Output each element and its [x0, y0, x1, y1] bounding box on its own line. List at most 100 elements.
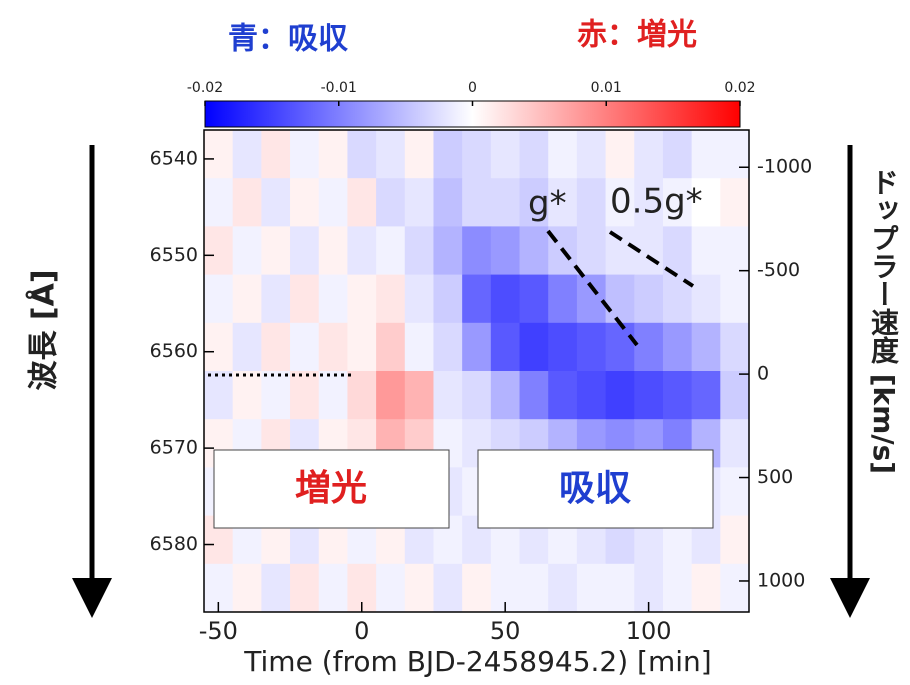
y-tick-label: 6580: [150, 533, 198, 555]
legend-blue: 青：吸収: [228, 22, 349, 57]
heat-cell: [490, 274, 521, 324]
heat-cell: [720, 130, 750, 179]
heat-cell: [576, 226, 607, 276]
heat-cell: [318, 274, 348, 324]
y-tick-label: 6560: [150, 340, 198, 362]
heat-cell: [433, 226, 463, 276]
heat-cell: [433, 130, 463, 179]
heat-cell: [232, 371, 262, 420]
heat-cell: [290, 178, 320, 227]
heat-cell: [720, 563, 750, 613]
slope-line: [608, 230, 695, 288]
heat-cell: [318, 563, 348, 613]
heat-cell: [691, 130, 721, 179]
y-tick-label: 6540: [150, 147, 198, 169]
colorbar-tick-label: 0: [468, 80, 477, 96]
heat-cell: [404, 226, 434, 276]
heat-cell: [261, 322, 291, 372]
heat-cell: [662, 226, 693, 276]
heat-cell: [376, 274, 406, 324]
colorbar-tick-label: -0.02: [187, 80, 223, 96]
heat-cell: [376, 130, 406, 179]
heat-cell: [376, 371, 406, 420]
heat-cell: [519, 371, 549, 420]
heat-cell: [347, 322, 377, 372]
heat-cell: [347, 178, 377, 227]
heat-cell: [204, 322, 234, 372]
y-tick-label: 6550: [150, 244, 198, 266]
heat-cell: [490, 371, 521, 420]
heat-cell: [318, 226, 348, 276]
heat-cell: [261, 130, 291, 179]
heat-cell: [605, 563, 635, 613]
heat-cell: [720, 226, 750, 276]
heat-cell: [548, 563, 578, 613]
x-tick-label: -50: [199, 617, 238, 645]
heat-cell: [347, 274, 377, 324]
heat-cell: [634, 178, 664, 227]
heat-cell: [462, 563, 492, 613]
heat-cell: [404, 274, 434, 324]
y-tick-label: 6570: [150, 437, 198, 459]
y2-tick-label: -500: [757, 259, 800, 281]
heat-cell: [548, 178, 578, 227]
heat-cell: [433, 371, 463, 420]
heat-cell: [204, 371, 234, 420]
heat-cell: [462, 274, 492, 324]
overlay: g* 0.5g* 増光 吸収: [208, 182, 714, 529]
heat-cell: [290, 563, 320, 613]
heat-cell: [376, 226, 406, 276]
slope-line: [546, 229, 639, 347]
y-axis-label: 波長 [Å]: [25, 269, 62, 390]
heat-cell: [232, 226, 262, 276]
heat-cell: [376, 322, 406, 372]
heat-cell: [232, 130, 262, 179]
heat-cell: [720, 371, 750, 420]
heat-cell: [576, 322, 607, 372]
heat-cell: [232, 322, 262, 372]
heat-cell: [490, 226, 521, 276]
heat-cell: [404, 563, 434, 613]
heat-cell: [404, 371, 434, 420]
heat-cell: [404, 130, 434, 179]
heat-cell: [204, 274, 234, 324]
annotation: 0.5g*: [610, 182, 703, 222]
heat-cell: [576, 563, 607, 613]
heat-cell: [519, 178, 549, 227]
heat-cell: [376, 563, 406, 613]
y2-tick-label: -1000: [757, 156, 812, 178]
x-tick-label: 50: [490, 617, 521, 645]
heat-cell: [548, 371, 578, 420]
heat-cell: [634, 322, 664, 372]
plot-frame: [203, 129, 750, 613]
label-box: [213, 449, 450, 529]
heat-cell: [204, 178, 234, 227]
heat-cell: [318, 130, 348, 179]
heat-cell: [232, 178, 262, 227]
heat-cell: [347, 130, 377, 179]
heat-cell: [433, 563, 463, 613]
heat-cell: [433, 274, 463, 324]
heat-cell: [720, 322, 750, 372]
heat-cell: [519, 226, 549, 276]
heat-cell: [576, 130, 607, 179]
heat-cell: [720, 274, 750, 324]
heat-cell: [290, 322, 320, 372]
box-label: 増光: [295, 468, 367, 509]
heat-cell: [720, 467, 750, 517]
heat-cell: [605, 130, 635, 179]
heat-cell: [691, 226, 721, 276]
heat-cell: [318, 371, 348, 420]
heat-cell: [261, 226, 291, 276]
x-tick-label: 100: [626, 617, 672, 645]
x-axis-label: Time (from BJD-2458945.2) [min]: [243, 645, 711, 678]
legend-red: 赤：増光: [577, 18, 697, 53]
heat-cell: [261, 178, 291, 227]
box-label: 吸収: [559, 468, 631, 509]
y2-tick-label: 500: [757, 466, 793, 488]
annotation: g*: [528, 184, 567, 224]
heat-cell: [462, 371, 492, 420]
heat-cell: [519, 563, 549, 613]
heat-cell: [404, 178, 434, 227]
